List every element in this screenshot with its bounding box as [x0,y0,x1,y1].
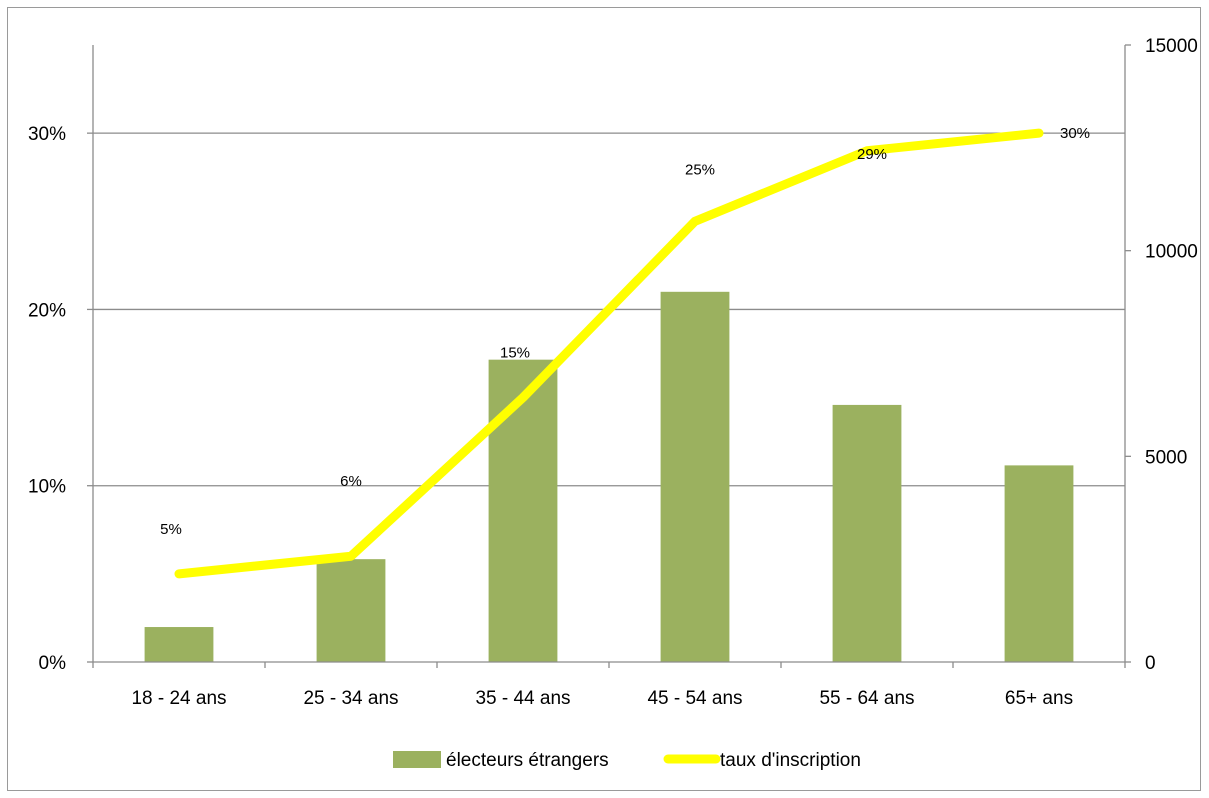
bar-1 [144,627,214,662]
data-label-2: 6% [340,473,362,490]
axes: 0% 10% 20% 30% 0 5000 10000 15000 18 - 24 ans 25 … [28,36,1198,709]
right-tick-label: 10000 [1145,242,1198,263]
data-labels: 5% 6% 15% 25% 29% 30% [160,125,1090,538]
legend-label-bar: électeurs étrangers [446,750,609,771]
legend: électeurs étrangers taux d'inscription [393,750,861,771]
line-taux-inscription [174,128,1044,579]
left-tick-label: 10% [28,477,66,498]
bar-3 [488,359,558,662]
x-tick-label: 65+ ans [1005,688,1073,709]
x-tick-label: 45 - 54 ans [647,688,742,709]
left-tick-label: 20% [28,300,66,321]
line-series [174,128,1044,579]
x-tick-label: 25 - 34 ans [303,688,398,709]
legend-label-line: taux d'inscription [720,750,861,771]
bar-5 [832,404,902,662]
bar-4 [660,291,730,662]
data-label-5: 29% [857,146,887,163]
right-tick-label: 0 [1145,653,1156,674]
x-tick-label: 55 - 64 ans [819,688,914,709]
right-tick-label: 5000 [1145,447,1187,468]
bar-series [144,291,1074,662]
data-label-6: 30% [1060,125,1090,142]
bar-2 [316,559,386,662]
x-tick-label: 35 - 44 ans [475,688,570,709]
data-label-4: 25% [685,161,715,178]
data-label-1: 5% [160,521,182,538]
x-tick-label: 18 - 24 ans [131,688,226,709]
left-tick-label: 0% [39,653,67,674]
legend-swatch-bar [393,751,441,768]
data-label-3: 15% [500,345,530,362]
right-tick-label: 15000 [1145,36,1198,57]
left-tick-label: 30% [28,124,66,145]
bar-6 [1004,465,1074,662]
